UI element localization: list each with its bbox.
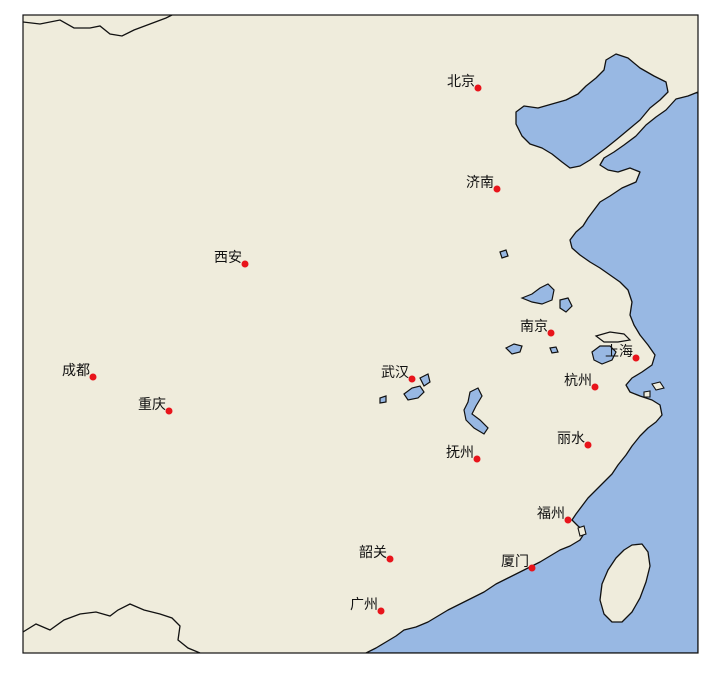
city-label: 福州 [537,506,565,522]
city-marker [584,441,592,449]
city-marker [377,607,385,615]
city-2: 西安 [214,250,249,268]
city-14: 广州 [350,597,385,615]
lake-dongting-2 [419,373,431,387]
lake-hongze [520,283,555,305]
city-marker [241,260,249,268]
city-9: 丽水 [557,431,592,449]
island-taiwan [599,543,651,623]
border-line-south [23,603,201,653]
city-marker [386,555,394,563]
city-marker [591,383,599,391]
city-12: 韶关 [359,545,394,563]
city-label: 北京 [447,74,475,90]
city-marker [408,375,416,383]
city-1: 济南 [466,175,501,193]
city-0: 北京 [447,74,482,92]
city-7: 杭州 [564,373,599,391]
city-label: 南京 [520,319,548,335]
lake-poyang [463,387,489,435]
city-marker [547,329,555,337]
border-line-north [23,15,173,37]
city-marker [89,373,97,381]
island-zhoushan-2 [643,390,651,398]
lake-chaohu [504,343,523,355]
city-label: 抚州 [446,445,474,461]
city-8: 重庆 [138,397,173,415]
city-3: 南京 [520,319,555,337]
map-frame [22,14,699,654]
city-label: 西安 [214,250,242,266]
city-11: 福州 [537,506,572,524]
city-10: 抚州 [446,445,481,463]
lake-small-2 [549,346,559,354]
city-5: 成都 [62,363,97,381]
city-label: 武汉 [381,365,409,381]
island-small-fujian [577,525,587,537]
city-label: 成都 [62,363,90,379]
city-label: 杭州 [564,373,592,389]
city-label: 济南 [466,175,494,191]
city-label: 丽水 [557,431,585,447]
city-layer: 北京济南西安南京上海成都 武汉杭州重庆丽水抚州福州韶关厦门广州 [62,74,640,615]
city-marker [165,407,173,415]
island-zhoushan-1 [651,381,665,391]
city-marker [564,516,572,524]
city-label: 上海 [605,344,633,360]
city-13: 厦门 [501,554,536,572]
lake-dongting-1 [403,385,425,401]
lake-taihu [591,345,617,365]
city-label: 韶关 [359,545,387,561]
ocean-area [365,91,698,653]
city-marker [493,185,501,193]
city-marker [632,354,640,362]
lake-dongting-3 [379,395,387,404]
city-4: 上海 [605,344,640,362]
city-label: 重庆 [138,397,166,413]
city-marker [473,455,481,463]
city-label: 广州 [350,597,378,613]
lake-small-1 [499,249,509,259]
city-marker [528,564,536,572]
city-marker [474,84,482,92]
city-label: 厦门 [501,554,529,570]
island-chongming [594,331,632,343]
bohai-sea [515,53,669,169]
city-6: 武汉 [381,365,416,383]
lake-gaoyou [559,297,573,313]
